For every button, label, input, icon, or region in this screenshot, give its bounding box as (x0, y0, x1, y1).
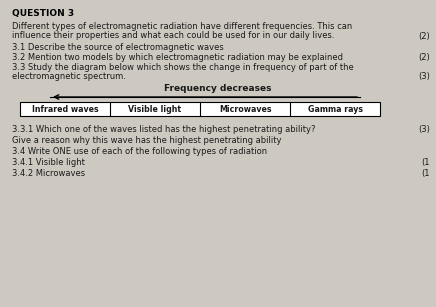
Text: Different types of electromagnetic radiation have different frequencies. This ca: Different types of electromagnetic radia… (12, 22, 352, 31)
Text: 3.1 Describe the source of electromagnetic waves: 3.1 Describe the source of electromagnet… (12, 43, 224, 52)
Text: 3.4 Write ONE use of each of the following types of radiation: 3.4 Write ONE use of each of the followi… (12, 147, 267, 156)
Text: influence their properties and what each could be used for in our daily lives.: influence their properties and what each… (12, 31, 334, 40)
Text: (1: (1 (422, 169, 430, 178)
Text: Infrared waves: Infrared waves (32, 104, 98, 114)
Text: (1: (1 (422, 158, 430, 167)
Text: Microwaves: Microwaves (219, 104, 271, 114)
Text: (3): (3) (418, 72, 430, 81)
Text: (2): (2) (418, 53, 430, 62)
Text: Gamma rays: Gamma rays (307, 104, 362, 114)
Text: 3.4.2 Microwaves: 3.4.2 Microwaves (12, 169, 85, 178)
Text: (3): (3) (418, 125, 430, 134)
Text: Give a reason why this wave has the highest penetrating ability: Give a reason why this wave has the high… (12, 136, 282, 145)
Text: Visible light: Visible light (129, 104, 181, 114)
Text: 3.2 Mention two models by which electromagnetic radiation may be explained: 3.2 Mention two models by which electrom… (12, 53, 343, 62)
Text: electromagnetic spectrum.: electromagnetic spectrum. (12, 72, 126, 81)
Text: (2): (2) (418, 32, 430, 41)
Text: 3.3.1 Which one of the waves listed has the highest penetrating ability?: 3.3.1 Which one of the waves listed has … (12, 125, 316, 134)
Text: Frequency decreases: Frequency decreases (164, 84, 272, 93)
Text: 3.3 Study the diagram below which shows the change in frequency of part of the: 3.3 Study the diagram below which shows … (12, 63, 354, 72)
Text: QUESTION 3: QUESTION 3 (12, 9, 74, 18)
Bar (20, 102, 380, 116)
Text: 3.4.1 Visible light: 3.4.1 Visible light (12, 158, 85, 167)
